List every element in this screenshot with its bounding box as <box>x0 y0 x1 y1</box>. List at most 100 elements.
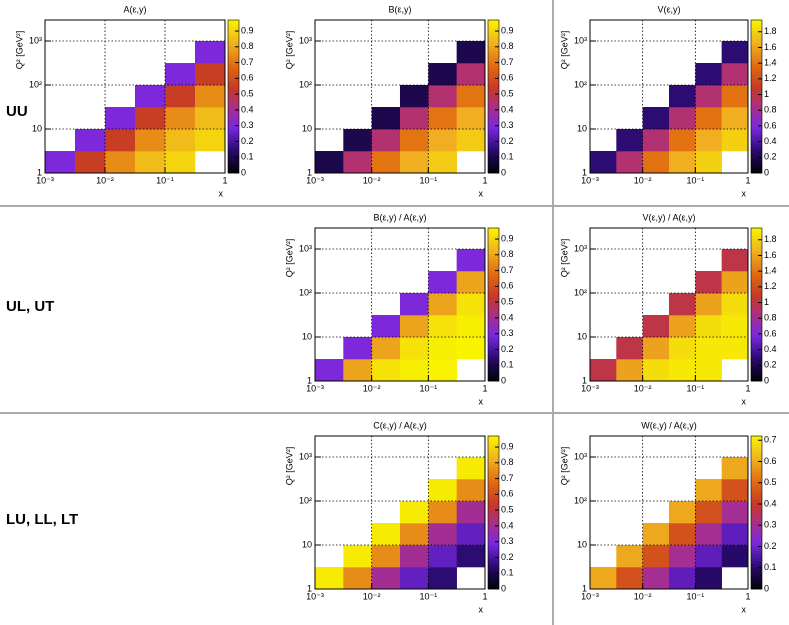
colorbar-step <box>751 42 762 46</box>
colorbar-step <box>751 109 762 113</box>
x-tick-label: 10⁻³ <box>306 383 324 393</box>
heatmap-cell <box>695 107 722 130</box>
colorbar-step <box>488 73 499 77</box>
colorbar-step <box>751 243 762 247</box>
x-tick-label: 10⁻³ <box>306 591 324 601</box>
colorbar-step <box>751 563 762 567</box>
colorbar-step <box>228 111 239 115</box>
colorbar-step <box>228 53 239 57</box>
colorbar-step <box>488 71 499 74</box>
y-tick-label: 10³ <box>574 35 587 45</box>
colorbar-step <box>751 157 762 161</box>
y-tick-label: 1 <box>582 167 587 177</box>
colorbar-step <box>751 471 762 475</box>
colorbar-step <box>488 167 499 171</box>
colorbar-step <box>488 378 499 382</box>
colorbar-step <box>488 456 499 460</box>
colorbar-step <box>228 139 239 143</box>
colorbar-step <box>751 352 762 356</box>
heatmap-cell <box>668 292 696 316</box>
colorbar-step <box>751 540 762 544</box>
colorbar-step <box>488 553 499 557</box>
y-tick-label: 10³ <box>29 35 42 45</box>
colorbar-tick-label: 0.2 <box>764 541 777 551</box>
colorbar-step <box>751 240 762 244</box>
colorbar-step <box>488 137 499 141</box>
heatmap-cell <box>721 271 749 294</box>
heatmap-cell <box>428 500 457 524</box>
colorbar-step <box>751 555 762 559</box>
heatmap-cell <box>642 359 670 382</box>
heatmap-cell <box>616 336 643 360</box>
heatmap-cell <box>371 315 401 338</box>
colorbar-step <box>751 322 762 326</box>
colorbar-step <box>751 438 762 442</box>
x-tick-label: 1 <box>745 383 750 393</box>
colorbar-step <box>751 281 762 285</box>
x-axis-label: x <box>479 604 484 614</box>
colorbar-step <box>488 540 499 544</box>
colorbar-step <box>751 553 762 557</box>
colorbar-tick-label: 0.1 <box>501 152 514 162</box>
heatmap-cell <box>616 151 643 174</box>
y-tick-label: 10 <box>302 331 312 341</box>
y-tick-label: 1 <box>582 375 587 385</box>
heatmap-cell <box>399 151 429 174</box>
colorbar-step <box>751 91 762 95</box>
colorbar-step <box>488 520 499 524</box>
colorbar-step <box>488 58 499 62</box>
colorbar-step <box>488 101 499 105</box>
chart-title: V(ε,y) / A(ε,y) <box>642 212 695 222</box>
colorbar-step <box>488 448 499 452</box>
heatmap-cell <box>399 336 429 360</box>
colorbar-step <box>751 294 762 298</box>
colorbar-step <box>228 124 239 128</box>
colorbar-step <box>488 453 499 457</box>
colorbar-step <box>751 345 762 349</box>
colorbar-step <box>488 438 499 442</box>
heatmap-cell <box>668 336 696 360</box>
colorbar-step <box>228 88 239 92</box>
colorbar-step <box>751 266 762 270</box>
x-tick-label: 1 <box>745 175 750 185</box>
colorbar-step <box>488 471 499 475</box>
colorbar-tick-label: 0.6 <box>241 73 254 83</box>
y-axis-label: Q² [GeV²] <box>14 31 24 70</box>
colorbar-step <box>228 127 239 131</box>
colorbar-step <box>228 114 239 118</box>
colorbar-step <box>488 319 499 323</box>
colorbar-step <box>488 294 499 298</box>
colorbar-step <box>488 314 499 318</box>
heatmap-cell <box>456 107 486 130</box>
colorbar-step <box>751 370 762 374</box>
heatmap-cell <box>399 292 429 316</box>
colorbar-step <box>751 378 762 382</box>
heatmap-cell <box>721 40 749 64</box>
colorbar-step <box>751 332 762 336</box>
colorbar-step <box>488 116 499 120</box>
colorbar-step <box>751 289 762 293</box>
colorbar-step <box>751 291 762 295</box>
colorbar-step <box>228 157 239 161</box>
colorbar-step <box>751 20 762 23</box>
colorbar-step <box>488 360 499 364</box>
colorbar-tick-label: 0.8 <box>501 457 514 467</box>
plot-frame <box>314 435 486 590</box>
colorbar-tick-label: 0.3 <box>501 536 514 546</box>
colorbar-step <box>488 502 499 506</box>
colorbar-step <box>751 512 762 516</box>
colorbar-step <box>751 520 762 524</box>
colorbar-step <box>751 235 762 239</box>
colorbar-step <box>751 245 762 249</box>
colorbar-step <box>751 93 762 97</box>
colorbar-step <box>751 509 762 513</box>
colorbar-step <box>751 484 762 488</box>
heatmap-cell <box>668 107 696 130</box>
heatmap-cell <box>695 84 722 108</box>
x-tick-label: 10⁻² <box>363 591 381 601</box>
x-axis-label: x <box>479 188 484 198</box>
colorbar-step <box>751 53 762 57</box>
x-tick-label: 10⁻¹ <box>686 383 704 393</box>
colorbar-step <box>488 515 499 518</box>
heatmap-cell <box>428 128 457 152</box>
